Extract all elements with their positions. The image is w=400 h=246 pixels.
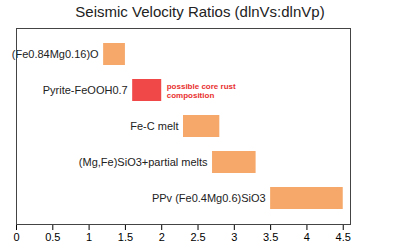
svg-text:Fe-C melt: Fe-C melt [130,120,178,132]
svg-text:(Fe0.84Mg0.16)O: (Fe0.84Mg0.16)O [12,48,99,60]
svg-text:3: 3 [231,231,237,243]
svg-text:2.5: 2.5 [190,231,205,243]
svg-text:0: 0 [13,231,19,243]
svg-text:PPv (Fe0.4Mg0.6)SiO3: PPv (Fe0.4Mg0.6)SiO3 [152,192,266,204]
svg-text:Pyrite-FeOOH0.7: Pyrite-FeOOH0.7 [43,84,128,96]
html-text:Seismic Velocity Ratios (dlnVs: Seismic Velocity Ratios (dlnVs:dlnVp) [75,3,325,20]
svg-text:possible core rustcomposition: possible core rustcomposition [167,82,236,100]
svg-text:0.5: 0.5 [45,231,60,243]
svg-text:2: 2 [159,231,165,243]
svg-text:4: 4 [304,231,310,243]
svg-text:4.5: 4.5 [336,231,351,243]
svg-text:3.5: 3.5 [263,231,278,243]
svg-text:(Mg,Fe)SiO3+partial melts: (Mg,Fe)SiO3+partial melts [79,156,208,168]
svg-text:1: 1 [86,231,92,243]
svg-text:1.5: 1.5 [118,231,133,243]
